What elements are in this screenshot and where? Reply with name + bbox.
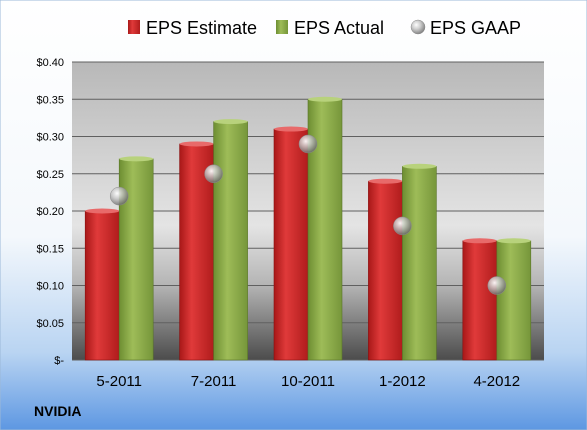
y-tick-label: $0.25 (36, 169, 64, 181)
bar-eps-estimate (462, 240, 498, 361)
legend-label: EPS Actual (294, 18, 384, 38)
y-tick-label: $0.05 (36, 318, 64, 330)
marker-eps-gaap (487, 276, 507, 295)
bar-eps-estimate (273, 128, 309, 361)
x-axis-ticks: 5-2011 7-2011 10-2011 1-2012 4-2012 (96, 373, 520, 390)
bar-top-eps-actual (213, 119, 248, 125)
legend-label: EPS Estimate (146, 18, 257, 38)
x-tick-label: 10-2011 (281, 373, 335, 390)
company-label: NVIDIA (34, 403, 81, 419)
bar-eps-actual (213, 121, 248, 361)
y-tick-label: $- (54, 355, 64, 367)
marker-eps-gaap (393, 216, 412, 236)
marker-eps-gaap (204, 164, 223, 183)
x-tick-label: 4-2012 (473, 373, 520, 390)
gaap-markers (109, 134, 507, 295)
bar-top-eps-estimate (462, 238, 497, 244)
y-tick-label: $0.40 (36, 57, 64, 69)
x-tick-label: 5-2011 (96, 373, 142, 390)
bar-top-eps-estimate (274, 126, 308, 132)
y-tick-label: $0.15 (36, 243, 64, 255)
bar-eps-actual (496, 240, 532, 361)
y-tick-label: $0.10 (36, 281, 64, 293)
y-tick-label: $0.35 (36, 94, 64, 106)
marker-eps-gaap (298, 134, 318, 154)
bar-top-eps-actual (402, 163, 437, 169)
y-axis-ticks: $- $0.05 $0.10 $0.15 $0.20 $0.25 $0.30 $0.35 $0.… (36, 57, 64, 367)
y-tick-label: $0.20 (36, 206, 64, 218)
marker-eps-gaap (109, 186, 129, 206)
legend-swatch (410, 19, 426, 35)
bars (84, 96, 532, 361)
y-tick-label: $0.30 (36, 132, 64, 144)
bar-top-eps-estimate (85, 208, 120, 214)
x-tick-label: 1-2012 (379, 373, 426, 390)
bar-top-eps-estimate (368, 178, 403, 184)
legend-swatch (128, 20, 140, 34)
legend-label: EPS GAAP (430, 18, 521, 38)
bar-top-eps-actual (496, 238, 531, 244)
bar-top-eps-estimate (179, 141, 214, 147)
bar-eps-estimate (84, 210, 120, 361)
bar-eps-actual (402, 166, 437, 361)
bar-eps-estimate (368, 180, 403, 361)
legend-swatch (276, 20, 288, 34)
legend: EPS Estimate EPS Actual EPS GAAP (128, 18, 521, 38)
x-tick-label: 7-2011 (191, 373, 237, 390)
bar-top-eps-actual (308, 96, 342, 102)
bar-top-eps-actual (119, 156, 154, 162)
